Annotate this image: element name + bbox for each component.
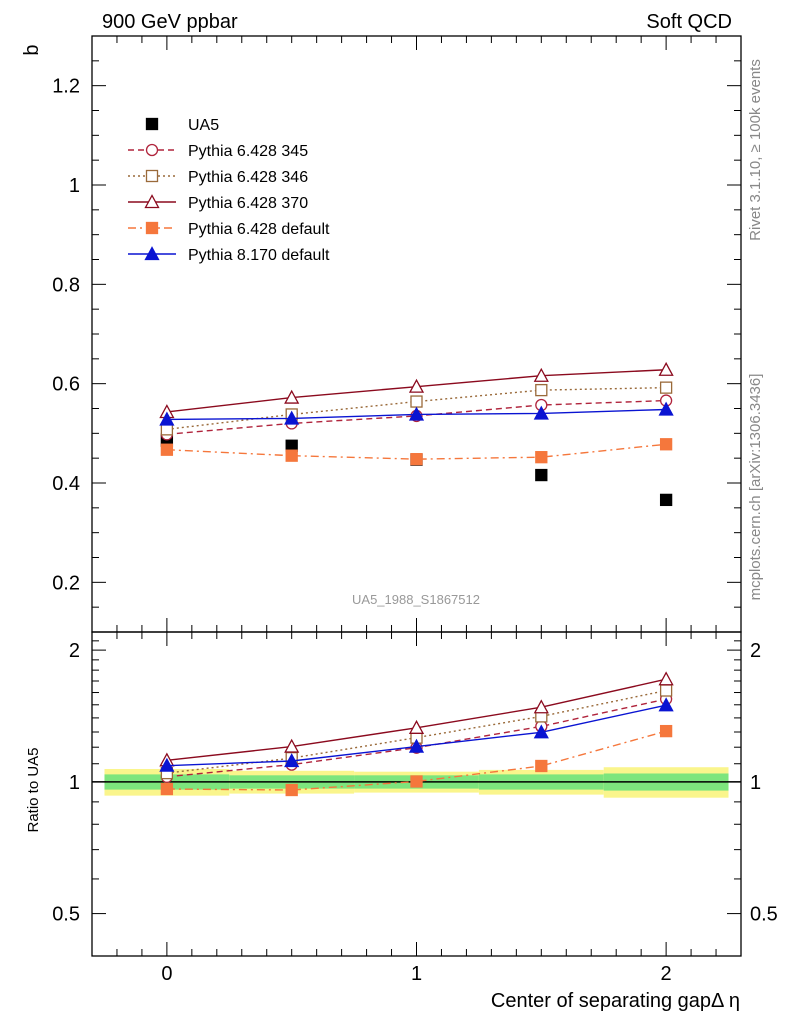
- legend-label: Pythia 6.428 345: [188, 143, 308, 160]
- ratio-data-point: [159, 757, 175, 772]
- x-tick-label: 0: [161, 963, 172, 985]
- main-data-point: [410, 395, 423, 408]
- ratio-y-tick-label-right: 0.5: [750, 904, 778, 926]
- main-series-group: [159, 361, 674, 507]
- legend-marker: [145, 221, 159, 235]
- ratio-y-axis-label: Ratio to UA5: [25, 747, 42, 832]
- ratio-data-point: [658, 697, 674, 712]
- legend: UA5 Pythia 6.428 345 Pythia 6.428 346 Pythi…: [128, 117, 330, 264]
- main-y-tick-label: 1.2: [52, 76, 80, 98]
- ratio-series-2: [159, 671, 674, 767]
- legend-marker: [145, 169, 159, 183]
- main-data-point: [410, 453, 423, 466]
- main-data-point: [535, 451, 548, 464]
- main-data-point: [535, 383, 548, 397]
- ratio-data-point: [533, 724, 549, 739]
- legend-entry: Pythia 6.428 370: [128, 194, 308, 212]
- main-data-point: [408, 406, 425, 421]
- main-y-tick-label: 0.6: [52, 374, 80, 396]
- ratio-data-point: [408, 738, 425, 753]
- main-series-4: [160, 438, 673, 466]
- legend-entry: Pythia 8.170 default: [128, 246, 330, 264]
- x-axis-label: Center of separating gapΔ η: [491, 990, 740, 1012]
- legend-entry: Pythia 6.428 346: [128, 169, 308, 186]
- legend-marker: [145, 117, 159, 131]
- main-data-point: [408, 378, 425, 393]
- ratio-data-point: [410, 775, 423, 788]
- ratio-series-line: [166, 730, 667, 791]
- main-data-point: [285, 449, 298, 462]
- legend-marker: [145, 143, 159, 157]
- main-y-tick-label: 1: [69, 175, 80, 197]
- ratio-data-point: [658, 671, 674, 686]
- ratio-data-point: [284, 753, 300, 768]
- ratio-data-point: [659, 724, 673, 738]
- legend-label: Pythia 6.428 default: [188, 221, 330, 238]
- legend-label: Pythia 6.428 346: [188, 169, 308, 186]
- analysis-watermark: UA5_1988_S1867512: [352, 592, 480, 607]
- main-data-point: [284, 410, 300, 425]
- ratio-data-point: [659, 684, 673, 697]
- ratio-y-tick-label-right: 1: [750, 772, 761, 794]
- rivet-side-label: Rivet 3.1.10, ≥ 100k events: [747, 59, 764, 241]
- ratio-series-3: [160, 724, 673, 797]
- main-y-axis-label: b: [21, 44, 43, 55]
- main-data-point: [533, 405, 549, 420]
- ratio-data-point: [533, 699, 549, 714]
- main-data-point: [658, 361, 674, 376]
- ratio-data-point: [285, 783, 298, 797]
- header-right: Soft QCD: [646, 11, 732, 33]
- legend-label: UA5: [188, 117, 219, 134]
- legend-entry: Pythia 6.428 345: [128, 143, 308, 160]
- legend-entry: UA5: [145, 117, 219, 134]
- main-data-point: [160, 443, 174, 456]
- main-y-tick-label: 0.4: [52, 473, 80, 495]
- main-data-point: [284, 389, 300, 404]
- ratio-data-point: [284, 738, 300, 753]
- ratio-series-4: [159, 697, 674, 772]
- x-tick-label: 2: [661, 963, 672, 985]
- main-data-point: [658, 401, 674, 416]
- legend-marker: [144, 194, 160, 209]
- main-plot-area: [92, 36, 741, 632]
- legend-marker: [144, 246, 160, 261]
- ratio-y-tick-label-right: 2: [750, 640, 761, 662]
- main-data-point: [533, 367, 549, 382]
- ratio-y-tick-label-left: 1: [69, 772, 80, 794]
- legend-entry: Pythia 6.428 default: [128, 221, 330, 238]
- ratio-uncertainty-bands: [92, 767, 741, 798]
- main-series-line: [166, 443, 667, 460]
- main-panel: [92, 36, 741, 632]
- axes: 0 1 2 0.2 0.4 0.6 0.8 1 1.2 0.5 0.5 1 1 2 2: [52, 35, 778, 985]
- main-y-tick-label: 0.2: [52, 572, 80, 594]
- main-data-point: [159, 411, 175, 426]
- main-y-tick-label: 0.8: [52, 274, 80, 296]
- main-series-3: [159, 361, 674, 419]
- main-data-point: [659, 493, 673, 507]
- ratio-y-tick-label-left: 2: [69, 640, 80, 662]
- main-series-5: [159, 401, 674, 426]
- ratio-data-point: [160, 782, 174, 796]
- ratio-data-point: [535, 759, 548, 773]
- ratio-y-tick-label-left: 0.5: [52, 904, 80, 926]
- ratio-series-group: [159, 671, 674, 797]
- header-left: 900 GeV ppbar: [102, 11, 238, 33]
- mcplots-side-label: mcplots.cern.ch [arXiv:1306.3436]: [747, 374, 764, 601]
- legend-label: Pythia 8.170 default: [188, 247, 330, 264]
- legend-label: Pythia 6.428 370: [188, 195, 308, 212]
- main-data-point: [659, 438, 673, 451]
- main-data-point: [535, 468, 548, 482]
- ratio-series-line: [166, 689, 667, 774]
- x-tick-label: 1: [411, 963, 422, 985]
- ratio-data-point: [408, 719, 425, 734]
- main-data-point: [659, 381, 673, 394]
